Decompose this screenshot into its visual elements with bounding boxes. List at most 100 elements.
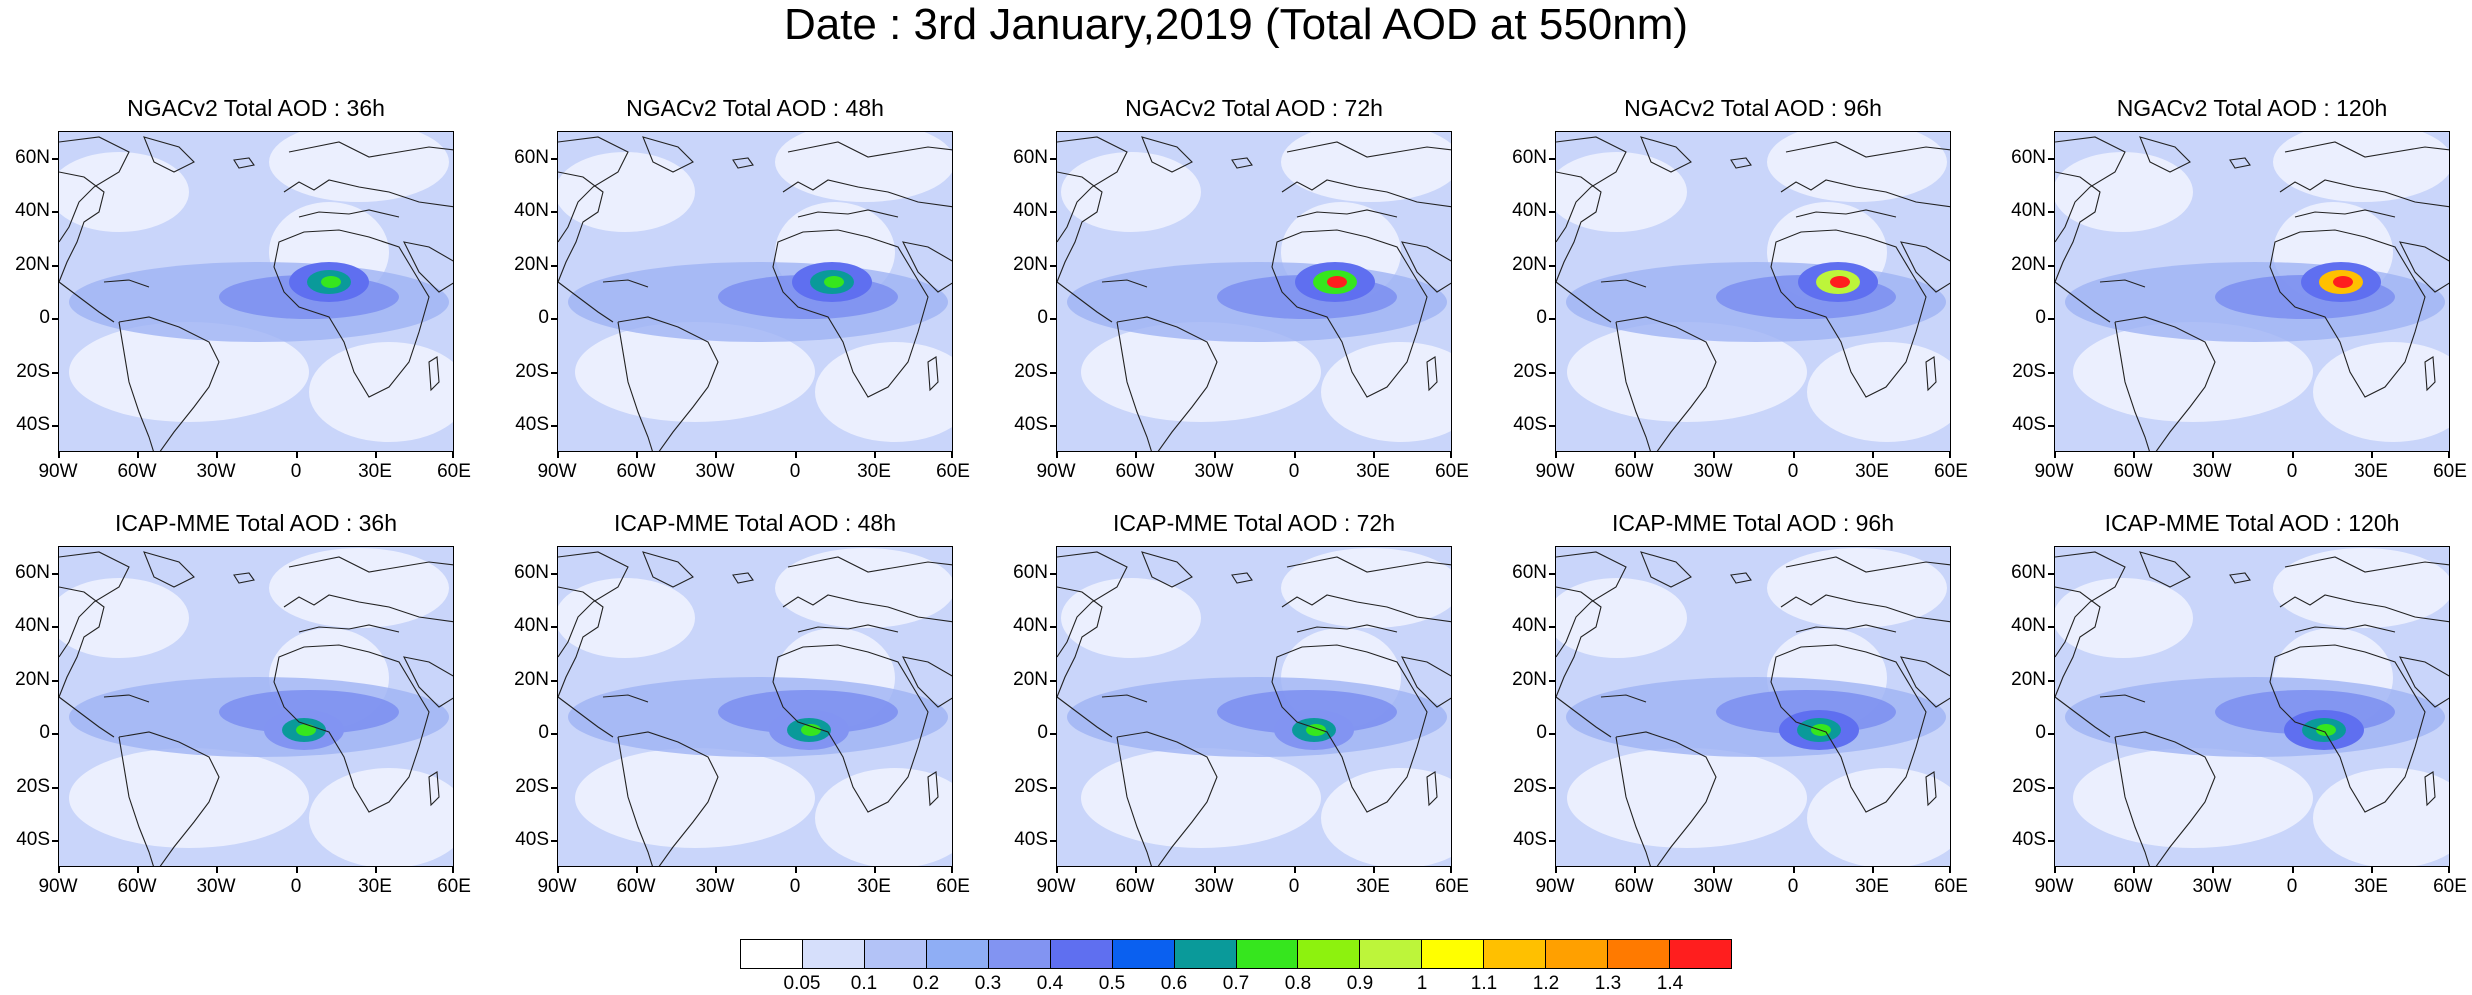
- aod-map: [58, 131, 454, 452]
- lon-tick-label: 60E: [1435, 461, 1469, 482]
- lat-tick-label: 60N: [2011, 147, 2046, 168]
- lon-tick-label: 90W: [38, 876, 78, 897]
- lat-tick: [2048, 158, 2054, 160]
- lon-tick: [1056, 867, 1058, 873]
- lon-tick-label: 30E: [358, 461, 392, 482]
- lon-tick: [1450, 867, 1452, 873]
- aod-map: [2054, 546, 2450, 867]
- lat-tick: [551, 211, 557, 213]
- lon-tick-label: 30E: [358, 876, 392, 897]
- lat-tick-label: 40S: [1014, 829, 1048, 850]
- lat-tick-label: 0: [39, 307, 50, 328]
- lon-tick: [452, 452, 454, 458]
- lon-tick: [1793, 452, 1795, 458]
- colorbar-swatch: [802, 940, 865, 968]
- lon-tick-label: 60E: [437, 461, 471, 482]
- lat-tick: [2048, 318, 2054, 320]
- lat-tick: [2048, 787, 2054, 789]
- lat-tick: [2048, 372, 2054, 374]
- lon-tick-label: 30W: [1693, 461, 1733, 482]
- lon-tick: [1634, 452, 1636, 458]
- lon-tick-label: 60W: [616, 876, 656, 897]
- colorbar-label: 0.5: [1098, 973, 1126, 994]
- figure-title: Date : 3rd January,2019 (Total AOD at 55…: [783, 0, 1689, 49]
- lat-tick: [2048, 680, 2054, 682]
- panel-title: NGACv2 Total AOD : 120h: [2116, 95, 2388, 121]
- aod-field: [59, 547, 453, 866]
- lon-tick: [1949, 452, 1951, 458]
- lon-tick: [296, 452, 298, 458]
- lon-tick: [874, 452, 876, 458]
- lon-tick: [715, 452, 717, 458]
- lat-tick-label: 20N: [1512, 254, 1547, 275]
- lat-tick-label: 40N: [1512, 200, 1547, 221]
- lat-tick: [551, 733, 557, 735]
- aod-map: [1056, 546, 1452, 867]
- lat-tick-label: 40S: [515, 414, 549, 435]
- lat-tick: [1549, 573, 1555, 575]
- lat-tick: [551, 680, 557, 682]
- panel-title: ICAP-MME Total AOD : 36h: [114, 510, 398, 536]
- lat-tick: [1050, 265, 1056, 267]
- panel-title: ICAP-MME Total AOD : 48h: [613, 510, 897, 536]
- lat-tick-label: 0: [2035, 307, 2046, 328]
- lon-tick: [2448, 867, 2450, 873]
- lon-tick-label: 60E: [1435, 876, 1469, 897]
- lon-tick: [2371, 867, 2373, 873]
- lon-tick-label: 30E: [1356, 461, 1390, 482]
- lon-tick: [715, 867, 717, 873]
- lon-tick-label: 30E: [1356, 876, 1390, 897]
- colorbar: [740, 939, 1732, 969]
- aod-map: [58, 546, 454, 867]
- colorbar-swatch: [1236, 940, 1299, 968]
- colorbar-swatch: [1670, 940, 1731, 968]
- lat-tick-label: 20S: [16, 776, 50, 797]
- lon-tick-label: 60W: [1115, 461, 1155, 482]
- lat-tick-label: 60N: [514, 147, 549, 168]
- lat-tick-label: 60N: [1512, 562, 1547, 583]
- lon-tick-label: 60E: [936, 876, 970, 897]
- lon-tick-label: 0: [1787, 461, 1799, 482]
- lon-tick-label: 90W: [1036, 461, 1076, 482]
- lat-tick: [1549, 680, 1555, 682]
- lon-tick-label: 30E: [857, 876, 891, 897]
- aod-map: [2054, 131, 2450, 452]
- lon-tick: [1713, 867, 1715, 873]
- lon-tick-label: 0: [2286, 461, 2298, 482]
- colorbar-swatch: [1608, 940, 1671, 968]
- lon-tick-label: 0: [290, 876, 302, 897]
- colorbar-swatch: [1298, 940, 1361, 968]
- colorbar-label: 0.4: [1036, 973, 1064, 994]
- lon-tick-label: 60E: [437, 876, 471, 897]
- lon-tick-label: 30W: [1194, 876, 1234, 897]
- lat-tick: [551, 318, 557, 320]
- lon-tick: [1056, 452, 1058, 458]
- lat-tick: [1549, 318, 1555, 320]
- lat-tick-label: 40N: [15, 200, 50, 221]
- aod-map: [557, 131, 953, 452]
- lat-tick-label: 40S: [16, 414, 50, 435]
- lat-tick-label: 40S: [2012, 414, 2046, 435]
- lon-tick: [1135, 452, 1137, 458]
- colorbar-swatch: [926, 940, 989, 968]
- colorbar-label: 0.1: [850, 973, 878, 994]
- lat-tick-label: 0: [1037, 722, 1048, 743]
- panel-title: ICAP-MME Total AOD : 96h: [1611, 510, 1895, 536]
- lon-tick: [58, 867, 60, 873]
- lon-tick-label: 30W: [196, 876, 236, 897]
- lat-tick: [1050, 318, 1056, 320]
- lon-tick-label: 60W: [616, 461, 656, 482]
- lon-tick: [951, 452, 953, 458]
- lat-tick: [2048, 733, 2054, 735]
- lon-tick-label: 60W: [2113, 876, 2153, 897]
- lat-tick: [1549, 211, 1555, 213]
- lon-tick-label: 60E: [1934, 876, 1968, 897]
- lat-tick: [1549, 158, 1555, 160]
- aod-field: [1556, 132, 1950, 451]
- lon-tick: [137, 452, 139, 458]
- lon-tick-label: 0: [290, 461, 302, 482]
- lat-tick: [52, 372, 58, 374]
- lon-tick-label: 0: [1288, 461, 1300, 482]
- lon-tick: [2212, 867, 2214, 873]
- lon-tick: [557, 452, 559, 458]
